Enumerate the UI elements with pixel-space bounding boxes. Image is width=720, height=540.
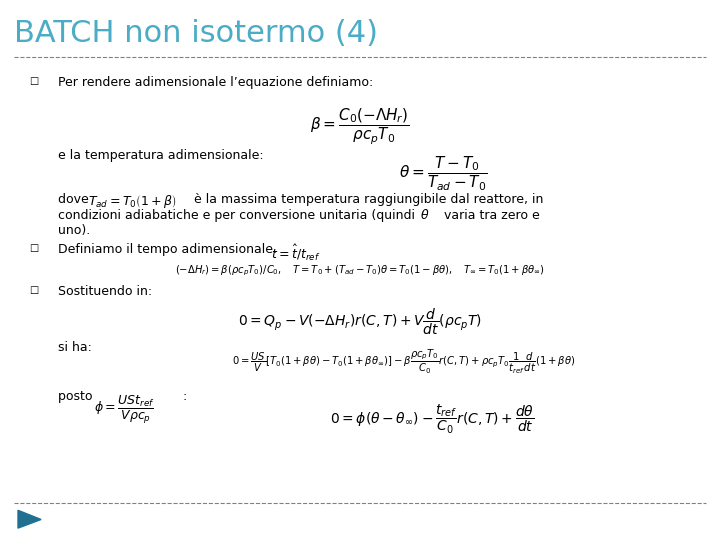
Text: varia tra zero e: varia tra zero e [440,209,540,222]
Text: BATCH non isotermo (4): BATCH non isotermo (4) [14,19,379,48]
Text: Sostituendo in:: Sostituendo in: [58,285,152,298]
Text: $\theta$: $\theta$ [420,208,430,222]
Text: uno).: uno). [58,224,90,237]
Text: $T_{ad} = T_0\left(1+\beta\right)$: $T_{ad} = T_0\left(1+\beta\right)$ [88,193,176,210]
Text: $0 = Q_p - V\left(-\Delta H_r\right)r\left(C,T\right) + V\dfrac{d}{dt}\left(\rho: $0 = Q_p - V\left(-\Delta H_r\right)r\le… [238,307,482,337]
Text: condizioni adiabatiche e per conversione unitaria (quindi: condizioni adiabatiche e per conversione… [58,209,418,222]
Text: si ha:: si ha: [58,341,91,354]
Text: □: □ [29,76,38,86]
Text: e la temperatura adimensionale:: e la temperatura adimensionale: [58,148,264,161]
Text: $\phi = \dfrac{USt_{ref}}{V\rho c_p}$: $\phi = \dfrac{USt_{ref}}{V\rho c_p}$ [94,394,154,426]
Text: è la massima temperatura raggiungibile dal reattore, in: è la massima temperatura raggiungibile d… [194,193,544,206]
Text: $0 = \phi\left(\theta - \theta_\infty\right) - \dfrac{t_{ref}}{C_0}r\left(C,T\ri: $0 = \phi\left(\theta - \theta_\infty\ri… [330,403,534,436]
Text: :: : [179,390,186,403]
Text: $\left(-\Delta H_r\right) = \beta\left(\rho c_p T_0\right)/C_0,\quad T = T_0 + \: $\left(-\Delta H_r\right) = \beta\left(\… [175,264,545,278]
Text: $\theta = \dfrac{T - T_0}{T_{ad} - T_0}$: $\theta = \dfrac{T - T_0}{T_{ad} - T_0}$ [399,154,487,193]
Polygon shape [18,510,41,528]
Text: Definiamo il tempo adimensionale.: Definiamo il tempo adimensionale. [58,243,281,256]
Text: □: □ [29,285,38,295]
Text: dove: dove [58,193,92,206]
Text: posto: posto [58,390,96,403]
Text: $t = \hat{t}/t_{ref}$: $t = \hat{t}/t_{ref}$ [271,242,320,262]
Text: Per rendere adimensionale l’equazione definiamo:: Per rendere adimensionale l’equazione de… [58,76,373,89]
Text: □: □ [29,243,38,253]
Text: $0 = \dfrac{US}{V}\left[T_0\left(1+\beta\theta\right) - T_0\left(1+\beta\theta_\: $0 = \dfrac{US}{V}\left[T_0\left(1+\beta… [232,348,575,376]
Text: $\beta = \dfrac{C_0\left(-\Lambda H_r\right)}{\rho c_p T_0}$: $\beta = \dfrac{C_0\left(-\Lambda H_r\ri… [310,107,410,147]
